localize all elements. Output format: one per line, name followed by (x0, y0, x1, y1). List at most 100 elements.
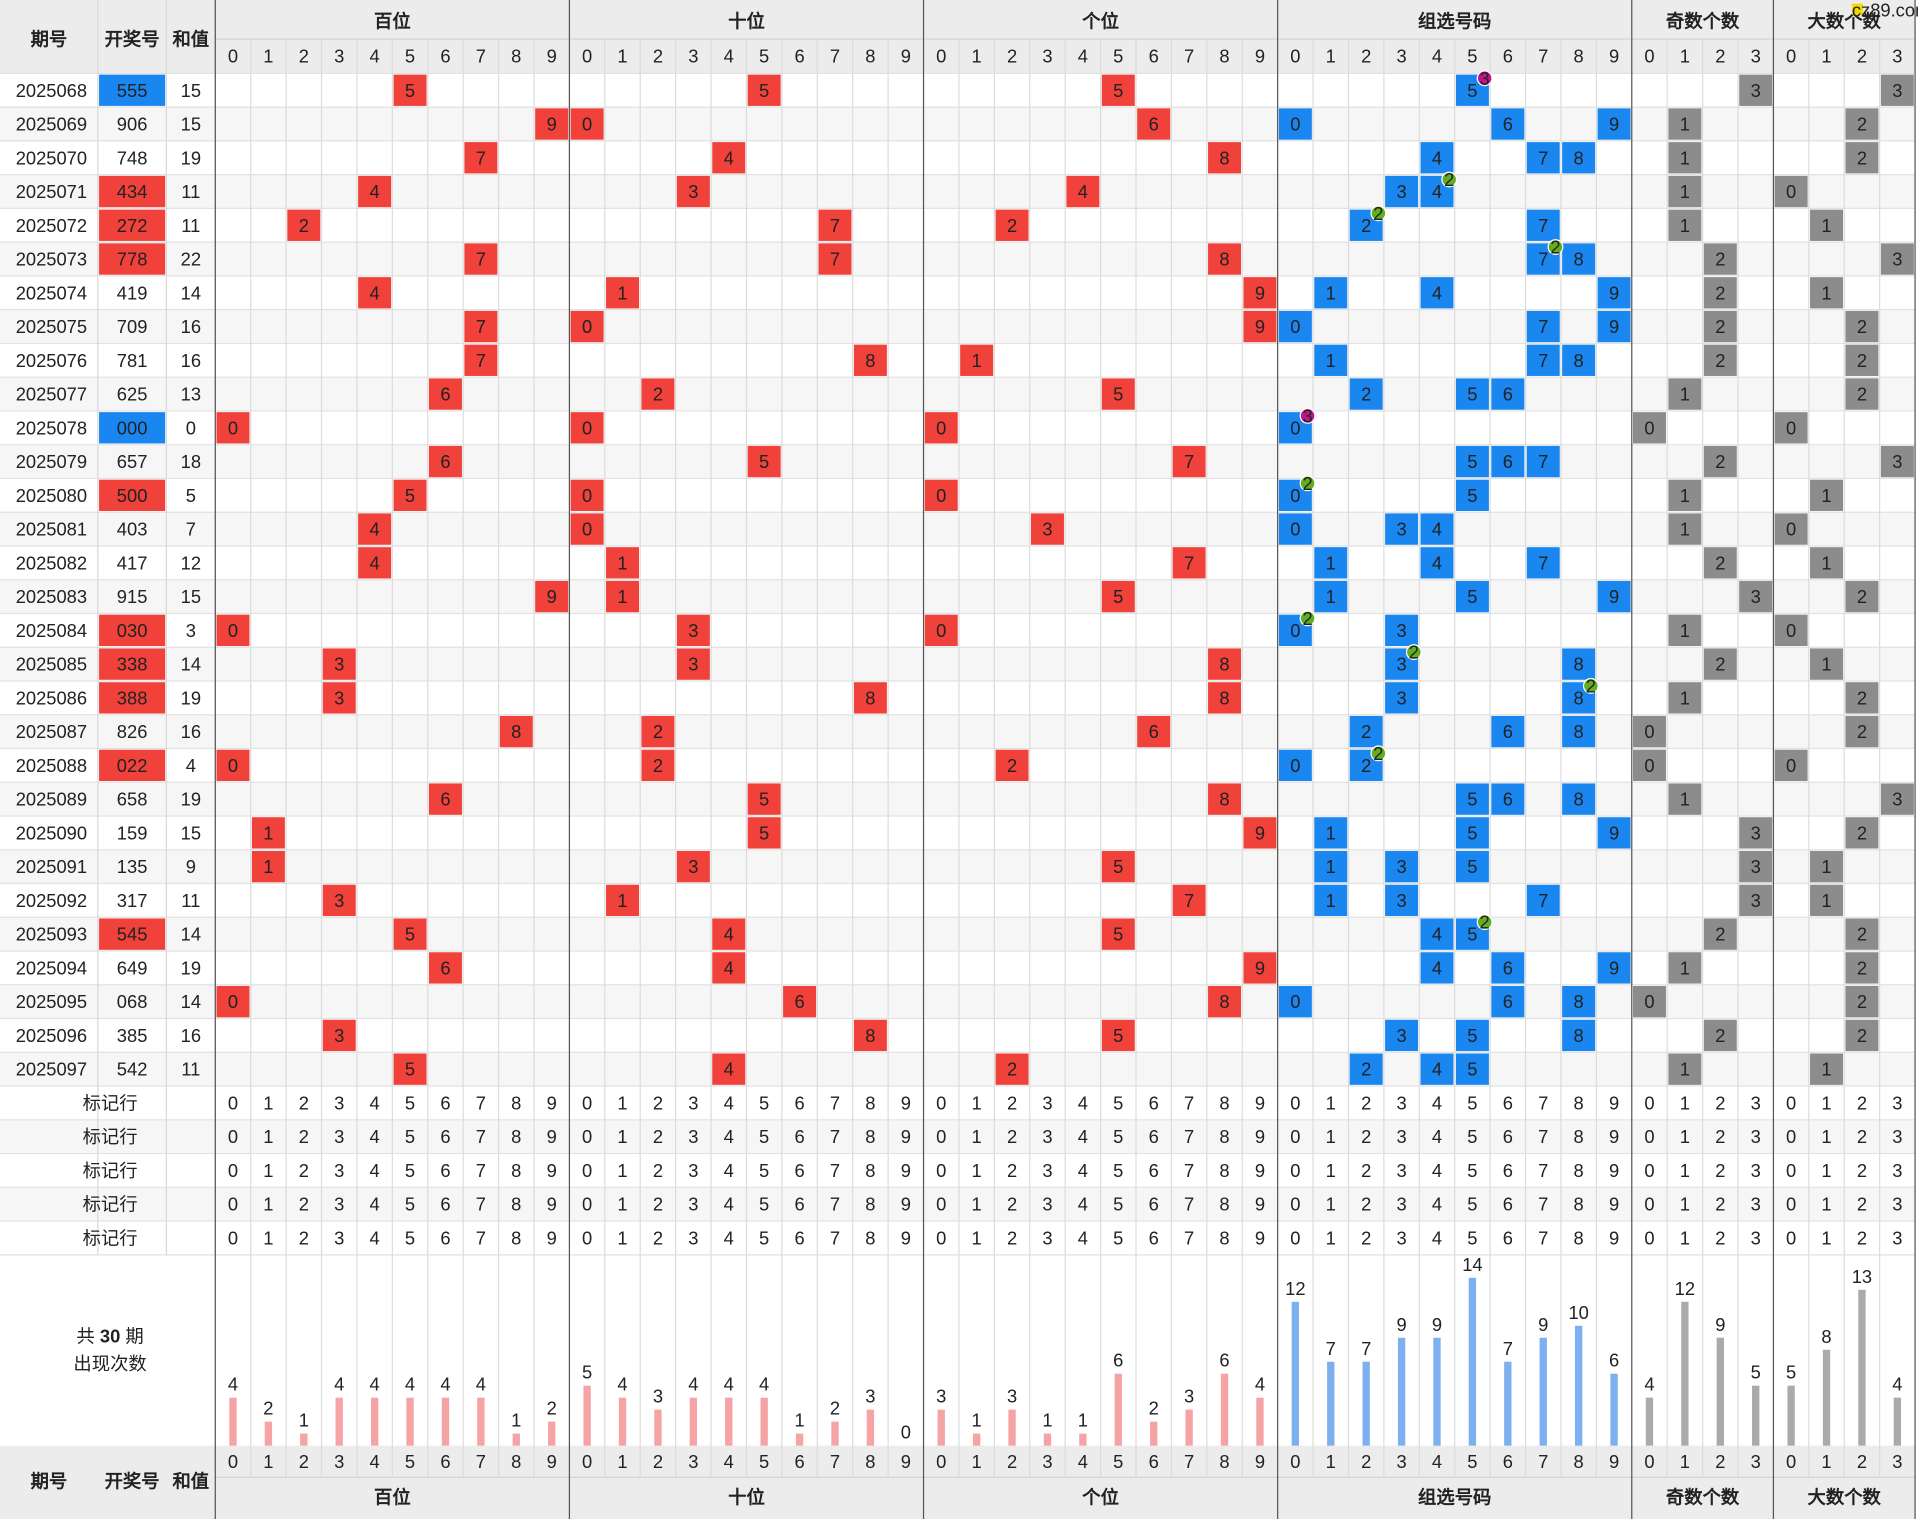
digit-footer: 5 (1113, 1451, 1123, 1472)
hit-cell (216, 986, 250, 1018)
count-bar (1645, 1397, 1654, 1446)
marker-digit: 1 (617, 1092, 627, 1113)
count-label: 4 (617, 1374, 627, 1395)
digit-footer: 3 (1396, 1451, 1406, 1472)
marker-digit: 8 (1219, 1227, 1229, 1248)
hit-cell (1455, 378, 1489, 410)
digit-footer: 3 (688, 1451, 698, 1472)
hit-digit: 7 (476, 147, 486, 168)
marker-digit: 0 (582, 1126, 592, 1147)
number: 419 (117, 282, 148, 303)
hit-cell (1703, 310, 1737, 343)
marker-digit: 9 (901, 1092, 911, 1113)
sum: 15 (181, 822, 201, 843)
hit-digit: 1 (1326, 890, 1336, 911)
marker-digit: 7 (1538, 1092, 1548, 1113)
marker-digit: 2 (1007, 1194, 1017, 1215)
hit-digit: 9 (547, 114, 557, 135)
repeat-badge (1476, 70, 1493, 87)
hit-digit: 4 (1432, 519, 1442, 540)
digit-header: 2 (1715, 46, 1725, 67)
hit-digit: 2 (1857, 991, 1867, 1012)
sum: 11 (181, 890, 200, 911)
hit-digit: 2 (653, 384, 663, 405)
number: 385 (117, 1025, 148, 1046)
digit-footer: 2 (1715, 1451, 1725, 1472)
digit-footer: 7 (476, 1451, 486, 1472)
marker-digit: 7 (830, 1126, 840, 1147)
hit-digit: 5 (1467, 856, 1477, 877)
marker-digit: 6 (1503, 1227, 1513, 1248)
repeat-badge (1370, 205, 1387, 222)
marker-digit: 0 (1290, 1160, 1300, 1181)
digit-footer: 0 (582, 1451, 592, 1472)
marker-digit: 2 (653, 1194, 663, 1215)
number-box (99, 243, 166, 275)
hit-digit: 3 (1396, 620, 1406, 641)
hit-cell (1243, 817, 1277, 849)
digit-footer: 6 (1503, 1451, 1513, 1472)
hit-digit: 7 (830, 249, 840, 270)
number: 915 (117, 586, 148, 607)
digit-header: 3 (1892, 46, 1902, 67)
hit-digit: 9 (1609, 586, 1619, 607)
hit-digit: 0 (1290, 316, 1300, 337)
digit-header: 1 (1326, 46, 1336, 67)
digit-header: 6 (1149, 46, 1159, 67)
hit-cell (1845, 378, 1879, 410)
marker-digit: 6 (1149, 1160, 1159, 1181)
digit-footer: 8 (1219, 1451, 1229, 1472)
number: 906 (117, 114, 148, 135)
hit-cell (1101, 918, 1135, 950)
hit-digit: 3 (1396, 181, 1406, 202)
marker-digit: 3 (1396, 1227, 1406, 1248)
number: 545 (117, 924, 148, 945)
count-label: 1 (1042, 1410, 1052, 1431)
hit-digit: 9 (1609, 316, 1619, 337)
issue: 2025094 (16, 957, 87, 978)
hit-digit: 0 (228, 755, 238, 776)
hit-digit: 8 (1574, 721, 1584, 742)
hit-digit: 2 (1857, 957, 1867, 978)
number-box (99, 682, 166, 714)
hit-digit: 9 (1609, 114, 1619, 135)
hit-cell (1597, 310, 1631, 343)
hit-digit: 1 (1680, 1059, 1690, 1080)
digit-footer: 2 (1007, 1451, 1017, 1472)
marker-digit: 1 (1680, 1194, 1690, 1215)
number: 778 (117, 249, 148, 270)
count-label: 2 (830, 1398, 840, 1419)
count-bar (1397, 1337, 1406, 1446)
hit-cell (1597, 580, 1631, 613)
hit-cell (1526, 445, 1560, 478)
hit-cell (1172, 884, 1206, 917)
hit-digit: 2 (1857, 721, 1867, 742)
count-bar (1362, 1361, 1370, 1446)
marker-digit: 7 (1184, 1227, 1194, 1248)
marker-digit: 8 (1574, 1194, 1584, 1215)
row-bg (0, 984, 1916, 1019)
section-footer-title: 个位 (1081, 1486, 1119, 1507)
count-bar (1574, 1325, 1583, 1446)
marker-digit: 3 (334, 1126, 344, 1147)
marker-digit: 7 (1184, 1126, 1194, 1147)
column-footer: 和值 (172, 1471, 209, 1492)
hit-cell (570, 310, 604, 343)
hit-digit: 2 (1857, 147, 1867, 168)
marker-digit: 1 (1326, 1160, 1336, 1181)
repeat-count: 3 (1302, 405, 1312, 426)
count-bar (1008, 1409, 1016, 1446)
section-title: 组选号码 (1418, 10, 1491, 31)
hit-digit: 2 (1857, 687, 1867, 708)
hit-cell (1455, 479, 1489, 511)
hit-digit: 0 (1786, 519, 1796, 540)
digit-header: 0 (582, 46, 592, 67)
marker-digit: 6 (1503, 1092, 1513, 1113)
header-bg (0, 0, 1916, 74)
sum: 15 (181, 586, 201, 607)
hit-digit: 4 (1432, 957, 1442, 978)
marker-digit: 0 (582, 1160, 592, 1181)
hit-cell (1880, 243, 1914, 275)
hit-digit: 0 (1786, 417, 1796, 438)
